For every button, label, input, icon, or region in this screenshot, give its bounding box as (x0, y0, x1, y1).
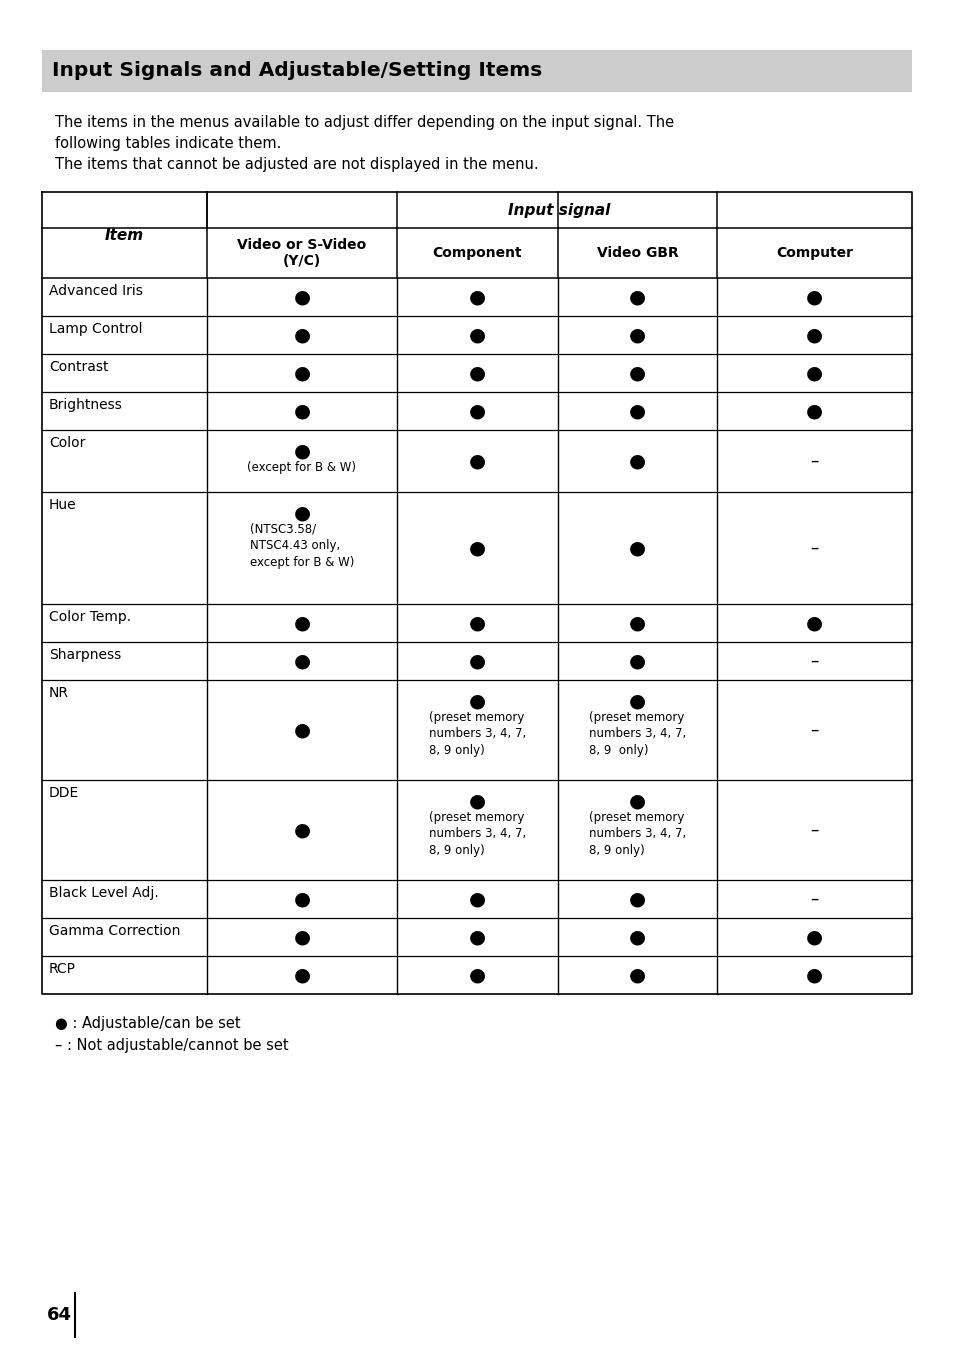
Text: ●: ● (628, 791, 645, 810)
Text: Video or S-Video
(Y/C): Video or S-Video (Y/C) (237, 238, 366, 269)
Text: ●: ● (469, 288, 485, 307)
Text: (preset memory
numbers 3, 4, 7,
8, 9 only): (preset memory numbers 3, 4, 7, 8, 9 onl… (588, 811, 685, 857)
Text: ●: ● (469, 652, 485, 671)
Text: – : Not adjustable/cannot be set: – : Not adjustable/cannot be set (55, 1038, 289, 1053)
Text: ●: ● (294, 402, 310, 420)
Text: ●: ● (805, 288, 822, 307)
Text: Hue: Hue (49, 498, 76, 512)
Text: Item: Item (105, 227, 144, 242)
Text: ●: ● (294, 927, 310, 946)
Text: ●: ● (628, 326, 645, 345)
Text: Advanced Iris: Advanced Iris (49, 284, 143, 297)
Text: ●: ● (469, 965, 485, 984)
Text: The items that cannot be adjusted are not displayed in the menu.: The items that cannot be adjusted are no… (55, 157, 538, 172)
Text: Input signal: Input signal (508, 203, 610, 218)
Text: Color: Color (49, 435, 85, 450)
Text: ●: ● (805, 326, 822, 345)
Text: Video GBR: Video GBR (596, 246, 678, 260)
Text: Input Signals and Adjustable/Setting Items: Input Signals and Adjustable/Setting Ite… (52, 61, 541, 81)
Text: ●: ● (469, 614, 485, 633)
Text: ●: ● (628, 652, 645, 671)
Text: ●: ● (628, 538, 645, 557)
Text: ●: ● (469, 791, 485, 810)
Text: RCP: RCP (49, 963, 76, 976)
Text: ●: ● (294, 821, 310, 840)
Text: ●: ● (294, 965, 310, 984)
Text: Computer: Computer (775, 246, 852, 260)
Text: ●: ● (294, 326, 310, 345)
Text: –: – (809, 890, 818, 909)
Text: 64: 64 (47, 1306, 71, 1324)
Text: (preset memory
numbers 3, 4, 7,
8, 9  only): (preset memory numbers 3, 4, 7, 8, 9 onl… (588, 711, 685, 757)
Text: ●: ● (805, 402, 822, 420)
Text: The items in the menus available to adjust differ depending on the input signal.: The items in the menus available to adju… (55, 115, 674, 130)
Text: ●: ● (294, 890, 310, 909)
Text: ●: ● (294, 721, 310, 740)
Text: ●: ● (294, 288, 310, 307)
Text: ●: ● (805, 927, 822, 946)
Text: ●: ● (628, 927, 645, 946)
Text: ●: ● (805, 965, 822, 984)
Text: ● : Adjustable/can be set: ● : Adjustable/can be set (55, 1015, 240, 1032)
Text: ●: ● (469, 326, 485, 345)
Text: ●: ● (469, 890, 485, 909)
Text: ●: ● (469, 452, 485, 470)
Text: ●: ● (469, 402, 485, 420)
Text: –: – (809, 452, 818, 470)
Text: ●: ● (805, 614, 822, 633)
Text: ●: ● (294, 614, 310, 633)
Text: Black Level Adj.: Black Level Adj. (49, 886, 158, 900)
Text: ●: ● (469, 538, 485, 557)
Text: ●: ● (628, 614, 645, 633)
Text: ●: ● (628, 364, 645, 383)
Text: Color Temp.: Color Temp. (49, 610, 131, 625)
Text: ●: ● (805, 364, 822, 383)
Text: Gamma Correction: Gamma Correction (49, 923, 180, 938)
Text: ●: ● (628, 691, 645, 710)
Text: –: – (809, 821, 818, 840)
Text: –: – (809, 721, 818, 740)
Text: ●: ● (294, 503, 310, 522)
Text: Component: Component (433, 246, 521, 260)
Text: ●: ● (628, 965, 645, 984)
Text: (NTSC3.58/
NTSC4.43 only,
except for B & W): (NTSC3.58/ NTSC4.43 only, except for B &… (250, 523, 354, 569)
Text: following tables indicate them.: following tables indicate them. (55, 137, 281, 151)
Text: ●: ● (469, 691, 485, 710)
Text: DDE: DDE (49, 786, 79, 800)
Text: ●: ● (294, 441, 310, 460)
Text: (except for B & W): (except for B & W) (247, 461, 356, 475)
Bar (42, 50, 911, 92)
Text: ●: ● (628, 452, 645, 470)
Text: ●: ● (628, 890, 645, 909)
Text: –: – (809, 652, 818, 671)
Text: NR: NR (49, 685, 69, 700)
Text: ●: ● (628, 402, 645, 420)
Text: Sharpness: Sharpness (49, 648, 121, 662)
Text: ●: ● (469, 364, 485, 383)
Text: (preset memory
numbers 3, 4, 7,
8, 9 only): (preset memory numbers 3, 4, 7, 8, 9 onl… (429, 811, 525, 857)
Text: ●: ● (628, 288, 645, 307)
Text: ●: ● (294, 652, 310, 671)
Text: ●: ● (469, 927, 485, 946)
Text: ●: ● (294, 364, 310, 383)
Text: Contrast: Contrast (49, 360, 109, 375)
Text: –: – (809, 539, 818, 557)
Text: Brightness: Brightness (49, 397, 123, 412)
Text: (preset memory
numbers 3, 4, 7,
8, 9 only): (preset memory numbers 3, 4, 7, 8, 9 onl… (429, 711, 525, 757)
Text: Lamp Control: Lamp Control (49, 322, 142, 337)
